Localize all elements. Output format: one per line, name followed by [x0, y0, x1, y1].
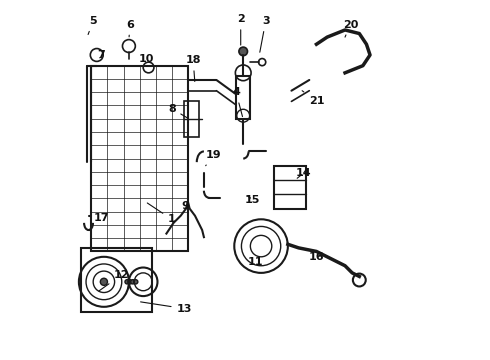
Text: 16: 16: [309, 252, 324, 262]
Circle shape: [125, 280, 129, 284]
Text: 9: 9: [181, 201, 189, 211]
Text: 10: 10: [139, 54, 154, 66]
Bar: [184, 102, 198, 137]
Text: 4: 4: [232, 87, 243, 117]
Bar: [236, 76, 250, 119]
Circle shape: [134, 280, 138, 284]
Text: 5: 5: [88, 16, 97, 35]
Text: 18: 18: [185, 55, 201, 81]
Text: 17: 17: [91, 212, 109, 223]
Circle shape: [100, 278, 107, 285]
Text: 14: 14: [296, 168, 312, 178]
Text: 2: 2: [237, 14, 245, 45]
Bar: [92, 66, 188, 251]
Bar: [273, 166, 306, 208]
Text: 11: 11: [248, 257, 264, 273]
Text: 19: 19: [206, 150, 221, 166]
Circle shape: [131, 280, 135, 284]
Text: 6: 6: [126, 19, 134, 37]
Text: 3: 3: [260, 16, 270, 52]
Text: 8: 8: [168, 104, 187, 118]
Bar: [81, 248, 152, 312]
Text: 20: 20: [343, 19, 358, 37]
Text: 21: 21: [302, 91, 324, 107]
Text: 15: 15: [245, 195, 261, 204]
Circle shape: [128, 280, 132, 284]
Text: 7: 7: [98, 50, 105, 60]
Text: 12: 12: [99, 270, 129, 291]
Text: 1: 1: [147, 203, 175, 224]
Text: 13: 13: [141, 302, 192, 314]
Circle shape: [239, 47, 247, 56]
